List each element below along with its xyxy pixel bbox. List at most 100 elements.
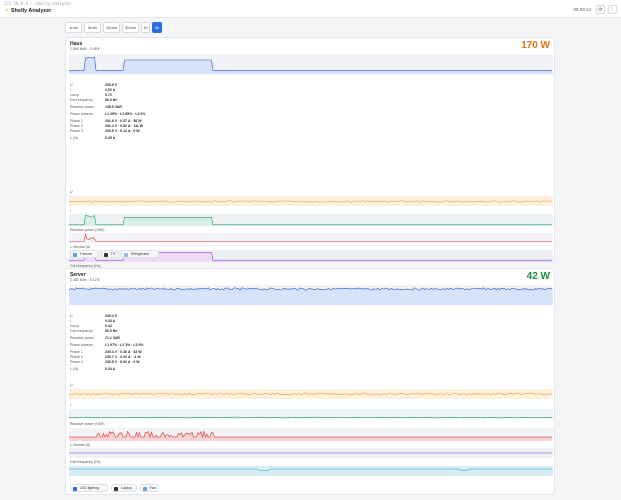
power-series-area [69, 57, 553, 74]
spec-value: 0.72 [105, 93, 112, 97]
chart-background [69, 466, 553, 476]
spec-value: 0.35 A [105, 136, 116, 140]
device-summary: 1.869 kWh · 0.48 € [70, 47, 100, 51]
reactive-chart [69, 428, 553, 441]
snowflake-icon [73, 252, 77, 257]
spec-label: Grid frequency [70, 98, 93, 102]
legend-chip[interactable]: Freezer [70, 250, 98, 258]
legend-chip[interactable]: Refrigerator [120, 250, 160, 258]
spec-label: Iₙ (N) [70, 367, 79, 371]
spec-label: Phase 1 [70, 119, 83, 123]
spec-value: 230.7 V · 0.02 A · -1 W [105, 355, 141, 359]
spec-value: 230.9 V [105, 83, 118, 87]
current-series [69, 416, 553, 419]
app-title: ⚡ Shelly Analyzer [5, 8, 51, 14]
spec-value: 231.4 V · 0.52 A · 111 W [105, 124, 144, 128]
moon-icon[interactable]: ☾ [608, 5, 617, 14]
spec-label: Phase balance [70, 112, 94, 116]
panel-label-reactive: Reactive power (VAR) [70, 422, 105, 426]
legend-chip[interactable]: TV [100, 250, 118, 258]
spec-label: I [70, 319, 71, 323]
chart-background [69, 233, 553, 243]
spec-label: Phase balance [70, 343, 94, 347]
legend-label: TV [110, 252, 116, 256]
fan-icon [142, 486, 147, 491]
legend-label: LED lighting [80, 486, 99, 490]
fridge-icon [123, 252, 128, 257]
spec-label: Iₙ (N) [70, 136, 79, 140]
neutral-series-area [69, 251, 553, 262]
spec-value: 50.0 Hz [105, 98, 118, 102]
spec-label: Phase 1 [70, 350, 83, 354]
legend-label: Fan [149, 486, 156, 490]
legend-label: Freezer [80, 252, 93, 256]
spec-value: L1 97% · L2 3% · L3 0% [105, 343, 144, 347]
spec-label: Reactive power [70, 336, 95, 340]
panel-label-neutral: Iₙ Neutral (A) [70, 245, 91, 249]
power-series-area [69, 287, 553, 305]
tab-1h[interactable]: 1h [141, 22, 150, 33]
spec-value: 50.0 Hz [105, 329, 118, 333]
current-series [69, 214, 552, 226]
spec-value: 0.34 A [105, 367, 116, 371]
voltage-chart [69, 389, 553, 399]
spec-value: L1 35% · L2 65% · L3 0% [105, 112, 146, 116]
app-title-text: Shelly Analyzer [10, 8, 52, 14]
power-chart [69, 285, 553, 305]
legend-chip[interactable]: LED lighting [70, 484, 109, 492]
spec-label: Grid frequency [70, 329, 93, 333]
device-card-server: Server 2.383 kWh · 0.12 € 42 W U 230.4 V I… [65, 268, 555, 495]
spec-value: 230.4 V [105, 314, 118, 318]
voltage-series [69, 200, 553, 203]
device-name: Server [70, 272, 86, 278]
reactive-series-area [69, 431, 553, 441]
frequency-series [69, 468, 552, 471]
spec-label: cos φ [70, 324, 79, 328]
clock: 09:29:14 [573, 7, 591, 12]
panel-label-reactive: Reactive power (VAR) [70, 228, 105, 232]
device-power: 42 W [526, 271, 550, 282]
tab-1min[interactable]: 1min [65, 22, 82, 33]
spec-value: 71.1 VAR [105, 336, 120, 340]
voltage-series [69, 392, 553, 396]
reactive-series [69, 233, 552, 242]
legend-chip[interactable]: Laptop [111, 484, 137, 492]
device-name: Haus [70, 41, 83, 47]
reactive-series [69, 430, 552, 439]
panel-label-frequency: Grid frequency (Hz) [70, 460, 101, 464]
spec-label: Phase 2 [70, 124, 83, 128]
legend-label: Laptop [121, 486, 132, 490]
spec-label: U [70, 83, 73, 87]
spec-label: Phase 3 [70, 129, 83, 133]
spec-value: 145.9 VAR [105, 105, 122, 109]
power-chart [69, 54, 553, 74]
spec-label: Phase 2 [70, 355, 83, 359]
refresh-icon[interactable]: ⟳ [596, 5, 605, 14]
address-text: 172.16.0.4 — shelly-analyzer [4, 1, 72, 6]
reactive-chart [69, 233, 553, 243]
bulb-icon [73, 486, 77, 491]
panel-label-voltage: U [70, 190, 73, 194]
current-series-area [69, 215, 553, 226]
legend-label: Refrigerator [130, 252, 150, 256]
panel-label-current: I [70, 209, 71, 213]
legend-chip[interactable]: Fan [139, 484, 160, 492]
tab-15min[interactable]: 15min [103, 22, 120, 33]
spec-value: 1.02 A [105, 88, 116, 92]
spec-value: 230.5 V · 0.12 A · 0 W [105, 129, 140, 133]
spec-value: 0.43 A [105, 319, 116, 323]
tv-icon [103, 252, 108, 257]
tab-5min[interactable]: 5min [84, 22, 101, 33]
spec-label: Phase 3 [70, 360, 83, 364]
panel-label-current: I [70, 403, 71, 407]
spec-value: 230.3 V · 0.36 A · 43 W [105, 350, 142, 354]
panel-label-voltage: U [70, 383, 73, 387]
spec-label: U [70, 314, 73, 318]
bolt-icon: ⚡ [5, 8, 9, 14]
spec-value: 231.6 V · 0.37 A · 58 W [105, 119, 142, 123]
device-summary: 2.383 kWh · 0.12 € [70, 278, 100, 282]
power-series [69, 56, 552, 71]
tab-2h[interactable]: 2h [152, 22, 162, 33]
current-chart [69, 214, 553, 226]
tab-30min[interactable]: 30min [122, 22, 139, 33]
